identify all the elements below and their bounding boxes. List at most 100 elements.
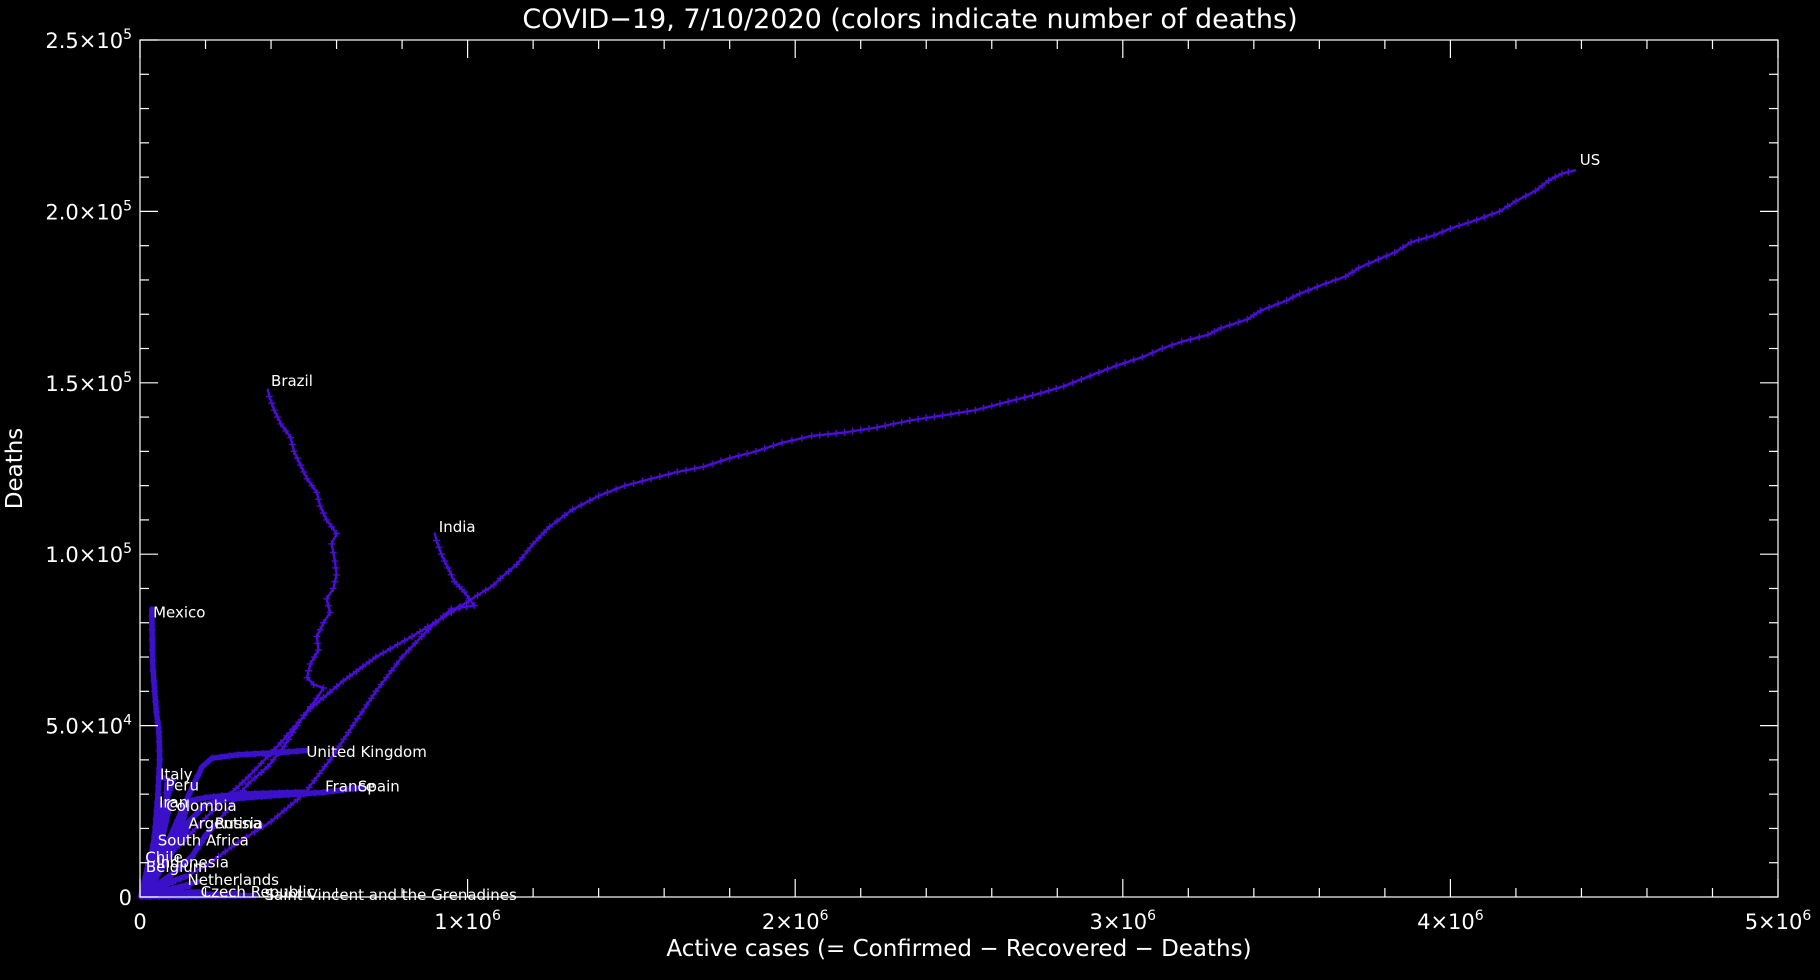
marker-brazil [328,523,336,531]
marker-india [367,694,375,702]
marker-us [333,683,341,691]
marker-brazil [333,571,341,579]
marker-us [857,426,865,434]
country-label-united-kingdom: United Kingdom [306,743,426,761]
marker-us [568,506,576,514]
marker-spain [349,785,357,793]
country-label-mexico: Mexico [153,603,205,621]
marker-india [455,583,463,591]
marker-mexico [155,764,163,772]
marker-india [447,571,455,579]
marker-brazil [332,564,340,572]
marker-us [832,429,840,437]
marker-brazil [215,816,223,824]
marker-us [401,637,409,645]
marker-us [277,739,285,747]
marker-brazil [315,646,323,654]
marker-us [1004,398,1012,406]
marker-us [535,534,543,542]
marker-india [388,667,396,675]
marker-us [1158,345,1166,353]
marker-us [352,667,360,675]
marker-india [274,812,282,820]
marker-spain [267,792,275,800]
marker-mexico [152,698,160,706]
country-label-saint-vincent-and-the-grenadines: Saint Vincent and the Grenadines [264,886,516,904]
marker-us [980,404,988,412]
marker-india [418,632,426,640]
country-label-czech-republic: Czech Republic [201,883,315,901]
marker-us [188,828,196,836]
y-tick-label: 5.0×104 [45,713,132,739]
marker-france [202,794,210,802]
marker-us [416,628,424,636]
marker-us [195,821,203,829]
marker-us [540,528,548,536]
marker-russia [206,826,214,834]
y-axis-title: Deaths [2,428,28,510]
marker-france [185,797,193,805]
axes: 0 1×106 2×106 3×106 4×106 5×106 0 5.0×104 1.0×10… [45,27,1811,934]
marker-us [947,410,955,418]
marker-india [435,543,443,551]
marker-us [734,452,742,460]
marker-us [914,415,922,423]
marker-united-kingdom [285,748,293,756]
marker-india [316,770,324,778]
marker-india [398,653,406,661]
marker-india [305,783,313,791]
marker-italy [162,775,170,783]
marker-iran [152,824,160,832]
marker-mexico [148,619,156,627]
marker-us [1130,356,1138,364]
marker-united-kingdom [259,749,267,757]
y-tick-label: 1.5×105 [45,370,132,396]
y-tick-exponent: 5 [123,370,132,386]
marker-us [1029,391,1037,399]
marker-brazil [331,557,339,565]
marker-us [518,554,526,562]
marker-india [221,848,229,856]
marker-brazil [310,680,318,688]
marker-us [251,766,259,774]
marker-us [816,431,824,439]
marker-india [444,564,452,572]
marker-brazil [313,488,321,496]
marker-us [1037,389,1045,397]
marker-brazil [313,632,321,640]
y-tick-exponent: 5 [123,541,132,557]
marker-us [1480,213,1488,221]
marker-india [463,603,471,611]
marker-us [232,784,240,792]
marker-us [849,427,857,435]
marker-india [363,701,371,709]
marker-brazil [316,502,324,510]
marker-us [1422,234,1430,242]
x-tick-label: 1×106 [434,908,501,934]
marker-brazil [269,756,277,764]
marker-us [505,567,513,575]
marker-us [1391,249,1399,257]
marker-india [280,807,288,815]
marker-india [372,687,380,695]
marker-united-kingdom [190,781,198,789]
marker-brazil [277,420,285,428]
marker-us [1407,238,1415,246]
marker-brazil [265,393,273,401]
marker-united-kingdom [234,751,242,759]
marker-us [824,430,832,438]
marker-us [1551,173,1559,181]
marker-united-kingdom [242,750,250,758]
marker-us [561,511,569,519]
marker-russia [197,838,205,846]
marker-brazil [319,684,327,692]
cluster-track [138,890,241,899]
marker-us [1104,365,1112,373]
marker-spain [319,788,327,796]
marker-us [1060,382,1068,390]
marker-us [524,547,532,555]
marker-brazil [310,653,318,661]
marker-us [743,450,751,458]
